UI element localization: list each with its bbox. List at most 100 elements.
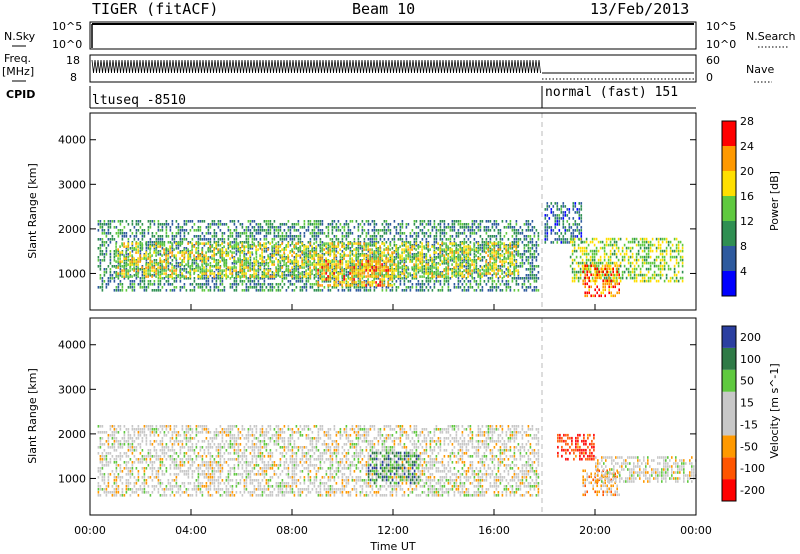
data-cell [379,274,382,277]
data-cell [293,238,296,241]
data-cell [121,242,123,245]
data-cell [211,254,213,257]
data-cell [289,280,292,283]
data-cell [457,280,460,283]
data-cell [165,248,167,251]
data-cell [495,272,497,275]
data-cell [115,272,117,275]
data-cell [385,232,388,235]
data-cell [495,254,497,257]
data-cell [365,289,368,292]
data-cell [183,238,186,241]
data-cell [325,269,327,272]
data-cell [647,279,650,283]
data-cell [429,223,432,226]
data-cell [421,245,423,248]
data-cell [131,242,133,245]
data-cell [265,238,268,241]
data-cell [409,260,411,263]
data-cell [221,283,224,286]
data-cell [185,277,188,280]
data-cell [249,245,251,248]
data-cell [119,265,122,268]
data-cell [487,226,490,229]
data-cell [641,273,644,277]
data-cell [415,254,417,257]
data-cell [355,286,358,289]
data-cell [151,254,153,257]
data-cell [535,259,538,262]
data-cell [211,250,214,253]
data-cell [419,289,422,292]
data-cell [209,256,212,259]
data-cell [377,229,380,232]
data-cell [531,256,534,259]
data-cell [609,276,612,280]
data-cell [333,220,336,223]
data-cell [469,266,471,269]
data-cell [613,237,616,241]
data-cell [661,267,664,271]
data-cell [449,248,451,251]
data-cell [293,283,296,286]
data-cell [509,260,511,263]
data-cell [437,253,440,256]
data-cell [437,275,439,278]
data-cell [167,223,170,226]
data-cell [485,272,487,275]
data-cell [135,229,138,232]
data-cell [459,250,462,253]
data-cell [185,247,188,250]
data-cell [544,208,547,211]
data-cell [209,266,211,269]
data-cell [197,283,200,286]
data-cell [99,247,102,250]
data-cell [317,272,319,275]
data-cell [537,271,540,274]
data-cell [501,263,503,266]
data-cell [325,272,327,275]
data-cell [495,238,498,241]
data-cell [367,248,369,251]
data-cell [645,279,648,283]
data-cell [315,248,317,251]
data-cell [237,242,239,245]
data-cell [417,245,419,248]
data-cell [453,283,456,286]
data-cell [375,223,378,226]
data-cell [529,265,532,268]
data-cell [189,257,191,260]
data-cell [525,256,528,259]
data-cell [239,275,241,278]
data-cell [441,244,444,247]
data-cell [165,275,167,278]
data-cell [505,268,508,271]
data-cell [207,242,209,245]
data-cell [173,235,176,238]
data-cell [271,238,274,241]
data-cell [291,275,293,278]
data-cell [353,226,356,229]
data-cell [359,260,361,263]
data-cell [273,260,275,263]
data-cell [373,232,376,235]
data-cell [556,202,559,205]
data-cell [445,248,447,251]
data-cell [511,235,514,238]
data-cell [393,256,396,259]
data-cell [305,275,307,278]
data-cell [245,232,248,235]
data-cell [261,283,264,286]
data-cell [127,277,130,280]
data-cell [281,238,284,241]
data-cell [283,271,286,274]
data-cell [311,235,314,238]
data-cell [421,229,424,232]
data-cell [633,276,636,280]
data-cell [205,280,208,283]
data-cell [574,220,577,223]
data-cell [481,247,484,250]
data-cell [461,257,463,260]
data-cell [329,269,331,272]
data-cell [491,262,494,265]
